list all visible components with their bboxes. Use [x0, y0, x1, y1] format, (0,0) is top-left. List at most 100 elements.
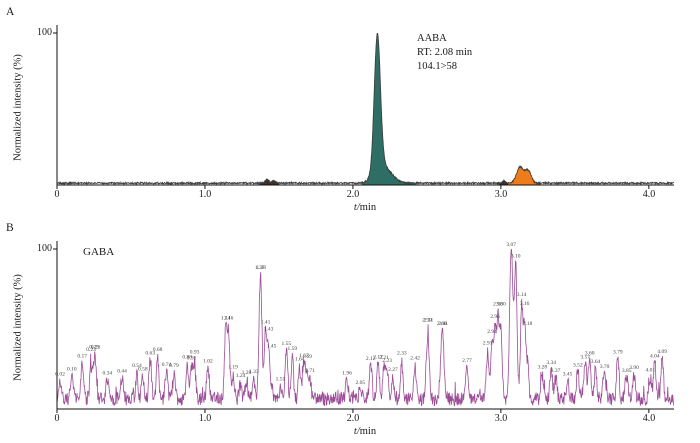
peak-label: 0.63	[145, 350, 155, 356]
panel-b-ylabel: Normalized intensity (%)	[12, 274, 24, 381]
peak-label: 1.41	[261, 319, 271, 325]
peak-label: 0.26	[91, 344, 101, 350]
peak-label: 4.09	[657, 349, 667, 355]
peak-label: 3.16	[520, 301, 530, 307]
peak-label: 3.14	[517, 292, 527, 298]
peak-label: 1.19	[228, 365, 238, 371]
peak-label: 2.42	[410, 355, 420, 361]
peak-label: 1.37	[255, 265, 265, 271]
peak-label: 3.34	[546, 360, 556, 366]
peak-label: 1.69	[302, 354, 312, 360]
panel-a-ylabel: Normalized intensity (%)	[12, 54, 24, 161]
peak-label: 0.44	[117, 368, 127, 374]
peak-label: 0.91	[187, 355, 197, 361]
peak-label: 2.12	[366, 356, 376, 362]
panel-b-letter: B	[6, 222, 14, 234]
panel-a-xlabel: t/min	[353, 202, 377, 213]
peak-fill-A	[508, 166, 541, 185]
peak-label: 1.24	[236, 373, 246, 379]
peak-label: 2.77	[462, 358, 472, 364]
panel-b-xlabel: t/min	[353, 426, 377, 437]
panel-a-xtick-1: 1.0	[198, 189, 212, 200]
trace-B	[56, 248, 675, 407]
peak-label: 0.93	[190, 349, 200, 355]
peak-label: 2.94	[487, 329, 497, 335]
panel-a-annotation: AABA RT: 2.08 min 104.1>58	[417, 32, 472, 74]
peak-label: 3.70	[600, 364, 610, 370]
peak-label: 1.96	[342, 370, 352, 376]
panel-b-xtick-2: 2.0	[346, 413, 360, 424]
peak-label: 2.27	[388, 367, 398, 373]
peak-label: 0.88	[182, 355, 192, 361]
peak-label: 0.54	[132, 363, 142, 369]
peak-label: 0.17	[77, 354, 87, 360]
peak-label: 3.85	[622, 368, 632, 374]
peak-label: 2.33	[397, 351, 407, 357]
panel-a-letter: A	[6, 6, 15, 18]
annotation-transition: 104.1>58	[417, 61, 458, 72]
peak-fill-A	[268, 180, 280, 185]
peak-label: 0.10	[67, 367, 77, 373]
panel-b-ytick-100: 100	[37, 243, 52, 254]
peak-label: 1.71	[305, 368, 315, 374]
peak-label: 3.57	[580, 355, 590, 361]
panel-a-xtick-0: 0	[54, 189, 60, 200]
peak-label: 3.45	[563, 372, 573, 378]
peak-label: 3.79	[613, 350, 623, 356]
peak-label: 4.04	[650, 354, 660, 360]
peak-label: 3.64	[591, 359, 601, 365]
peak-label: 2.60	[437, 321, 447, 327]
panel-b-xtick-3: 3.0	[494, 413, 508, 424]
annotation-rt: RT: 2.08 min	[417, 47, 473, 58]
peak-label: 0.79	[169, 363, 179, 369]
peak-label: 0.25	[89, 344, 99, 350]
peak-label: 1.59	[287, 346, 297, 352]
peak-label: 1.67	[299, 353, 309, 359]
panel-b-xtick-1: 1.0	[198, 413, 212, 424]
peak-label: 3.10	[511, 254, 521, 260]
panel-a-ytick-100: 100	[37, 27, 52, 38]
panel-b-xtick-4: 4.0	[642, 413, 656, 424]
peak-label: 2.96	[490, 314, 500, 320]
peak-label: 3.90	[629, 365, 639, 371]
peak-fill-A	[361, 33, 416, 186]
peak-label: 4.01	[645, 367, 655, 373]
peak-label: 2.17	[373, 355, 383, 361]
peak-label: 3.60	[585, 350, 595, 356]
peak-label: 1.33	[249, 369, 259, 375]
peak-label: 2.23	[382, 358, 392, 364]
panel-b-xtick-0: 0	[54, 413, 60, 424]
peak-label: 0.34	[102, 371, 112, 377]
panel-b-trace-label: GABA	[83, 246, 115, 258]
peak-label: 3.07	[506, 242, 516, 248]
peak-label: 2.61	[438, 321, 448, 327]
panel-a-xtick-3: 3.0	[494, 189, 508, 200]
peak-label: 1.38	[256, 265, 266, 271]
peak-label: 0.02	[55, 372, 65, 378]
peak-label: 0.58	[138, 366, 148, 372]
peak-label: 3.28	[537, 365, 547, 371]
peak-label: 3.37	[551, 368, 561, 374]
peak-label: 2.51	[424, 317, 434, 323]
panel-a-xtick-2: 2.0	[346, 189, 360, 200]
panel-a-xtick-4: 4.0	[642, 189, 656, 200]
peak-label: 1.43	[264, 326, 274, 332]
peak-label: 1.16	[224, 315, 234, 321]
peak-label: 1.45	[267, 344, 277, 350]
peak-label: 3.52	[573, 363, 583, 369]
peak-label: 0.23	[86, 347, 96, 353]
peak-label: 1.28	[242, 370, 252, 376]
peak-label: 0.68	[153, 347, 163, 353]
peak-label: 2.50	[422, 317, 432, 323]
peak-label: 1.55	[281, 341, 291, 347]
peak-label: 3.18	[523, 321, 533, 327]
peak-label: 2.21	[379, 355, 389, 361]
peak-label: 1.51	[276, 377, 286, 383]
peak-label: 2.98	[493, 302, 503, 308]
peak-label: 1.14	[221, 315, 231, 321]
peak-label: 3.00	[496, 302, 506, 308]
peak-label: 0.74	[162, 362, 172, 368]
annotation-analyte: AABA	[417, 33, 447, 44]
